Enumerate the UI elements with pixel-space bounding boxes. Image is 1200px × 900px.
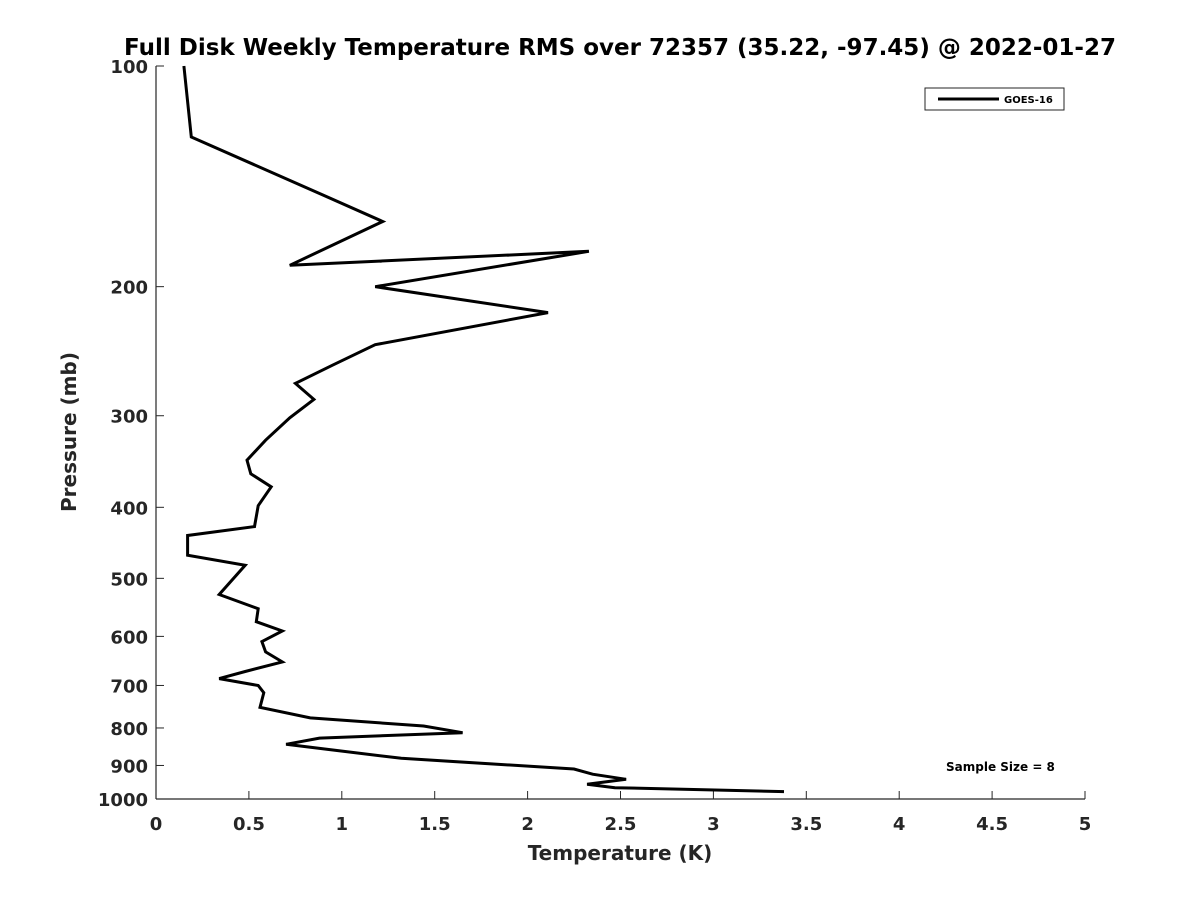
sample-size-annotation: Sample Size = 8 (946, 760, 1055, 774)
x-ticks: 0 0.5 1 1.5 2 2.5 3 3.5 4 4.5 5 (150, 791, 1092, 835)
y-tick-label: 100 (110, 57, 148, 78)
series-line-goes-16 (182, 65, 785, 794)
x-axis-label: Temperature (K) (528, 841, 713, 865)
y-axis-label: Pressure (mb) (57, 352, 81, 512)
x-tick-label: 0 (150, 814, 163, 835)
x-tick-label: 4.5 (976, 814, 1008, 835)
legend: GOES-16 (924, 87, 1065, 111)
x-tick-label: 1 (336, 814, 349, 835)
y-tick-label: 500 (110, 569, 148, 590)
x-tick-label: 2.5 (605, 814, 637, 835)
plot-axes (155, 66, 1085, 800)
y-tick-label: 400 (110, 498, 148, 519)
legend-label-goes-16: GOES-16 (1004, 95, 1053, 106)
x-tick-label: 1.5 (419, 814, 451, 835)
series-group (182, 65, 785, 794)
y-tick-label: 600 (110, 627, 148, 648)
chart-title: Full Disk Weekly Temperature RMS over 72… (124, 35, 1116, 61)
y-ticks: 100 200 300 400 500 600 700 800 900 1000 (98, 57, 164, 811)
y-tick-label: 200 (110, 278, 148, 299)
y-tick-label: 300 (110, 407, 148, 428)
x-tick-label: 4 (893, 814, 906, 835)
y-tick-label: 800 (110, 719, 148, 740)
x-tick-label: 3 (707, 814, 720, 835)
y-tick-label: 1000 (98, 790, 148, 811)
x-tick-label: 0.5 (233, 814, 265, 835)
x-tick-label: 5 (1079, 814, 1092, 835)
y-tick-label: 900 (110, 756, 148, 777)
x-tick-label: 3.5 (790, 814, 822, 835)
x-tick-label: 2 (521, 814, 534, 835)
y-tick-label: 700 (110, 676, 148, 697)
